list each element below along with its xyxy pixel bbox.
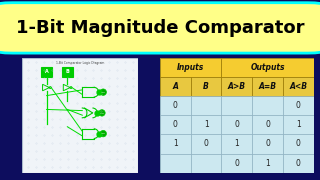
Bar: [160, 115, 191, 134]
Text: 1-Bit Magnitude Comparator: 1-Bit Magnitude Comparator: [16, 19, 304, 37]
Bar: [191, 96, 221, 115]
Bar: [221, 96, 252, 115]
Text: 1: 1: [296, 120, 300, 129]
Text: 1-Bit Comparator Logic Diagram: 1-Bit Comparator Logic Diagram: [56, 61, 104, 65]
Bar: [160, 154, 191, 173]
Bar: [221, 115, 252, 134]
Text: A=B: A=B: [259, 82, 276, 91]
Text: 0: 0: [265, 140, 270, 148]
Text: 1: 1: [235, 140, 239, 148]
Text: A>B: A>B: [101, 92, 106, 93]
Text: Outputs: Outputs: [250, 63, 285, 72]
Circle shape: [99, 110, 105, 116]
Bar: [221, 154, 252, 173]
Text: A=B: A=B: [100, 112, 104, 114]
FancyBboxPatch shape: [0, 3, 320, 53]
Bar: [62, 67, 73, 77]
Text: 0: 0: [265, 120, 270, 129]
Text: B: B: [66, 69, 69, 75]
Text: A: A: [172, 82, 178, 91]
Bar: [221, 134, 252, 154]
Text: 0: 0: [296, 159, 301, 168]
Bar: [191, 77, 221, 96]
Bar: [283, 154, 314, 173]
Bar: [160, 134, 191, 154]
Text: B: B: [203, 82, 209, 91]
Bar: [160, 77, 191, 96]
Bar: [252, 115, 283, 134]
Circle shape: [100, 130, 107, 137]
Bar: [160, 58, 221, 77]
Text: Inputs: Inputs: [177, 63, 204, 72]
Bar: [221, 58, 314, 77]
Bar: [252, 154, 283, 173]
Bar: [191, 154, 221, 173]
Bar: [283, 134, 314, 154]
Text: 1: 1: [265, 159, 270, 168]
Text: 1: 1: [204, 120, 208, 129]
Text: A: A: [45, 69, 48, 75]
Bar: [252, 77, 283, 96]
Text: 0: 0: [296, 140, 301, 148]
Text: A>B: A>B: [228, 82, 246, 91]
Bar: [221, 77, 252, 96]
Bar: [252, 96, 283, 115]
Text: 0: 0: [296, 101, 301, 110]
Text: A<B: A<B: [289, 82, 307, 91]
Bar: [283, 115, 314, 134]
Bar: [191, 134, 221, 154]
Text: 0: 0: [204, 140, 209, 148]
Text: A<B: A<B: [101, 133, 106, 134]
Bar: [252, 134, 283, 154]
Bar: [41, 67, 52, 77]
Bar: [160, 96, 191, 115]
Text: 1: 1: [173, 140, 178, 148]
Text: 0: 0: [173, 101, 178, 110]
Text: 0: 0: [173, 120, 178, 129]
Bar: [191, 115, 221, 134]
Text: 0: 0: [234, 120, 239, 129]
Text: 0: 0: [234, 159, 239, 168]
Bar: [283, 96, 314, 115]
Bar: [283, 77, 314, 96]
Circle shape: [100, 89, 107, 95]
